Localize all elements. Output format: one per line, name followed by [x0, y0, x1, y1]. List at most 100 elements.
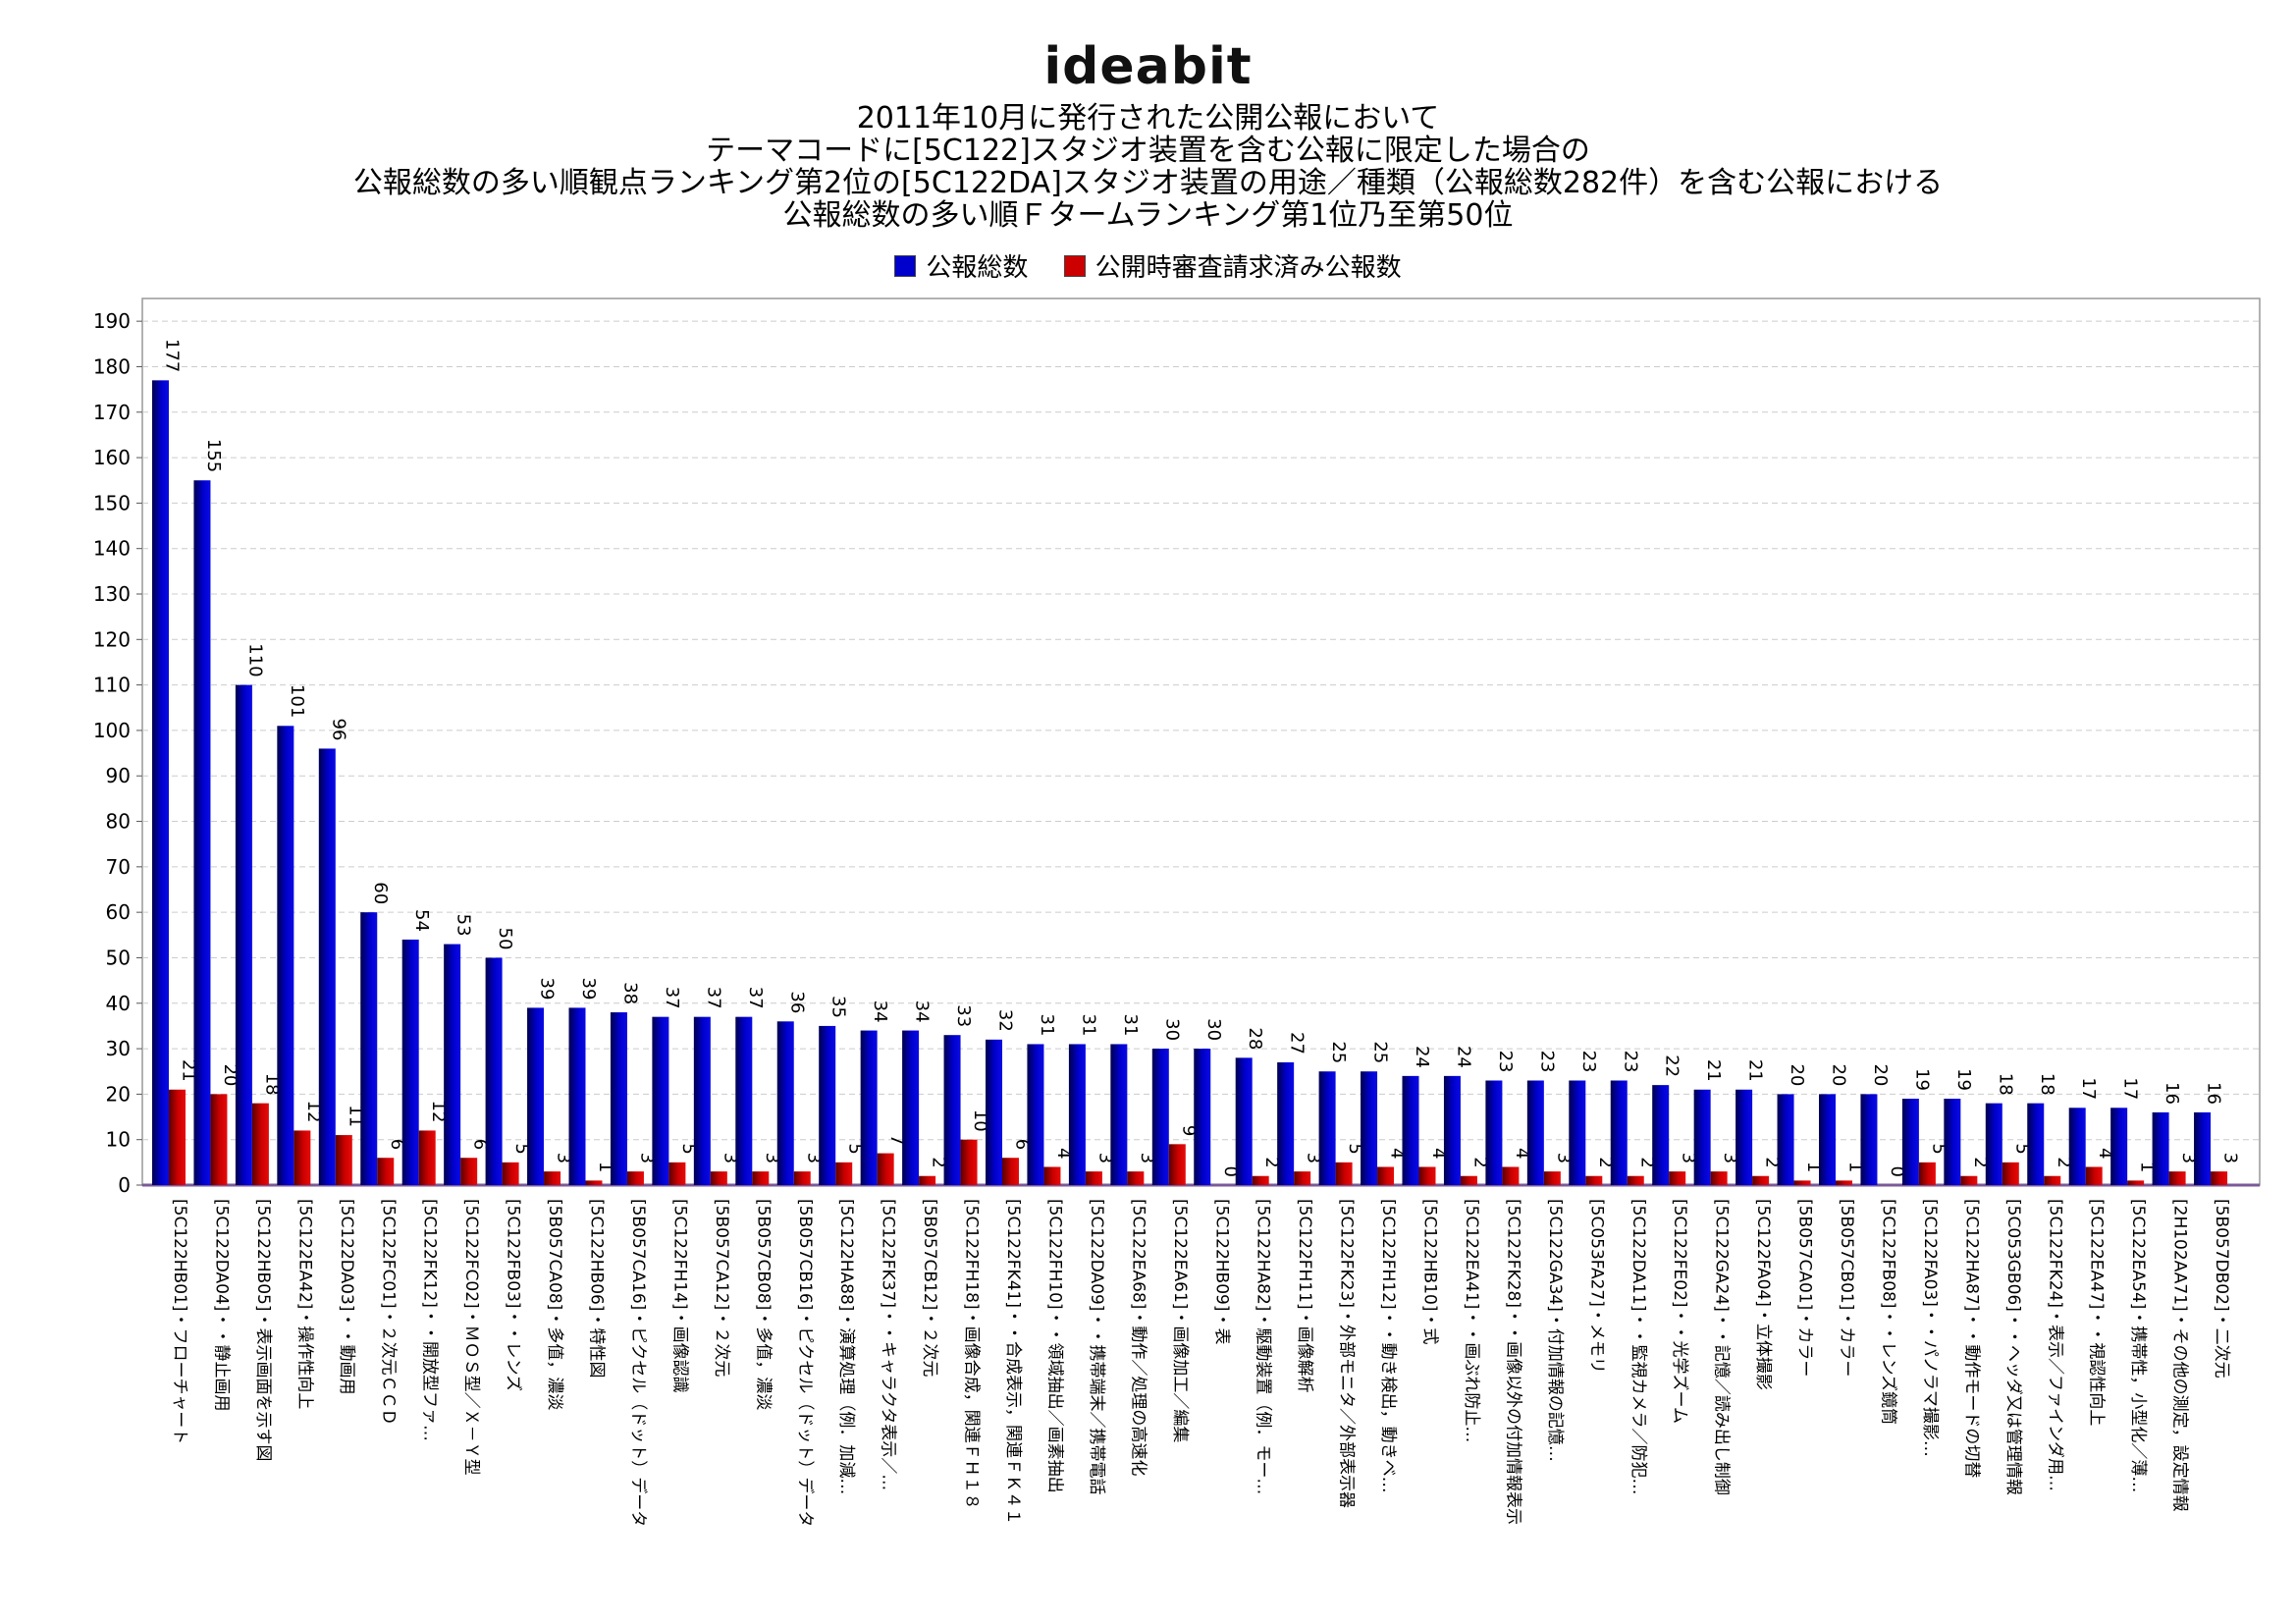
value-label-examined: 5 — [2011, 1143, 2032, 1154]
x-category-label: [5B057CA16]・ピクセル（ドット）データ — [628, 1199, 649, 1527]
value-label-total: 31 — [1037, 1014, 1057, 1037]
x-category-label: [5C122FA03]・・パノラマ撮影… — [1920, 1199, 1940, 1457]
x-category-label: [5C122HA87]・・動作モードの切替 — [1961, 1199, 1981, 1478]
y-tick-label: 0 — [118, 1173, 131, 1197]
legend-label-total: 公報総数 — [926, 253, 1029, 283]
bar-examined — [1960, 1175, 1978, 1185]
bar-examined — [1252, 1175, 1269, 1185]
bar-examined — [668, 1162, 686, 1185]
legend-item-total: 公報総数 — [894, 247, 1028, 284]
legend-swatch-total — [894, 254, 917, 277]
bar-total — [1235, 1057, 1253, 1185]
x-category-label: [5C122FH11]・画像解析 — [1295, 1199, 1314, 1393]
bar-total — [1027, 1044, 1044, 1185]
x-category-label: [5C122FH10]・・領域抽出／画素抽出 — [1044, 1199, 1064, 1493]
value-label-total: 31 — [1078, 1014, 1098, 1037]
value-label-examined: 2 — [1595, 1157, 1616, 1167]
bar-total — [986, 1039, 1002, 1185]
value-label-examined: 0 — [1887, 1166, 1907, 1177]
x-category-label: [5C122HB05]・表示画面を示す図 — [253, 1199, 273, 1461]
x-category-label: [5C122FK23]・外部モニタ／外部表示器 — [1337, 1199, 1357, 1508]
value-label-total: 31 — [1120, 1014, 1141, 1037]
value-label-examined: 12 — [303, 1101, 324, 1123]
bar-total — [1735, 1089, 1753, 1185]
value-label-total: 24 — [1453, 1046, 1473, 1068]
x-category-label: [5C122HB09]・表 — [1211, 1199, 1231, 1344]
bar-examined — [835, 1162, 853, 1185]
value-label-examined: 21 — [179, 1059, 199, 1082]
x-category-label: [5C122HA82]・駆動装置（例．モー… — [1254, 1199, 1273, 1494]
bar-examined — [1294, 1171, 1311, 1185]
bar-examined — [169, 1089, 186, 1185]
value-label-total: 23 — [1495, 1051, 1516, 1073]
value-label-total: 21 — [1703, 1059, 1724, 1082]
bar-examined — [544, 1171, 561, 1185]
bar-examined — [2085, 1166, 2103, 1185]
value-label-total: 30 — [1161, 1018, 1182, 1041]
bar-total — [1610, 1080, 1628, 1185]
value-label-examined: 3 — [1553, 1153, 1574, 1163]
value-label-examined: 2 — [1762, 1157, 1783, 1167]
title-line-4: 公報総数の多い順Ｆタームランキング第1位乃至第50位 — [782, 198, 1514, 233]
x-category-label: [5B057CB16]・ピクセル（ドット）データ — [795, 1199, 816, 1527]
value-label-total: 17 — [2120, 1077, 2141, 1100]
bar-total — [2110, 1108, 2128, 1185]
bar-total — [1110, 1044, 1128, 1185]
x-category-label: [5C122GA24]・・記憶／読み出し制御 — [1712, 1199, 1732, 1495]
bar-total — [401, 939, 419, 1185]
bar-total — [1526, 1080, 1544, 1185]
value-label-examined: 3 — [1304, 1153, 1324, 1163]
value-label-examined: 6 — [387, 1139, 407, 1150]
bar-examined — [1502, 1166, 1520, 1185]
x-category-label: [5C122EA61]・画像加工／編集 — [1170, 1199, 1190, 1442]
bar-examined — [1918, 1162, 1936, 1185]
value-label-examined: 2 — [929, 1157, 949, 1167]
bar-total — [360, 912, 378, 1185]
value-label-examined: 3 — [1137, 1153, 1157, 1163]
x-category-label: [5B057CA08]・多值，濃淡 — [545, 1199, 564, 1410]
value-label-total: 38 — [619, 982, 640, 1004]
y-axis: 0 10 20 30 40 50 60 70 80 90 100 110 120 130 140 150 160… — [93, 309, 142, 1197]
bar-total — [485, 957, 503, 1185]
value-label-examined: 0 — [1220, 1166, 1241, 1177]
value-label-total: 18 — [1995, 1073, 2015, 1096]
value-label-total: 37 — [703, 987, 723, 1009]
bar-total — [1402, 1075, 1419, 1185]
x-category-label: [2H102AA71]・その他の測定，設定情報 — [2170, 1199, 2190, 1512]
value-label-examined: 3 — [720, 1153, 740, 1163]
value-label-total: 37 — [662, 987, 682, 1009]
value-label-total: 20 — [1787, 1063, 1807, 1086]
value-label-total: 50 — [495, 928, 515, 950]
bar-total — [2152, 1111, 2169, 1185]
value-label-total: 34 — [912, 1001, 933, 1023]
y-tick-label: 20 — [106, 1082, 131, 1106]
bar-total — [1777, 1094, 1794, 1185]
value-label-examined: 3 — [762, 1153, 782, 1163]
title-line-1: 2011年10月に発行された公開公報において — [856, 101, 1440, 135]
bar-examined — [1460, 1175, 1477, 1185]
chart-legend: 公報総数 公開時審査請求済み公報数 — [0, 247, 2296, 284]
value-label-examined: 5 — [1928, 1143, 1949, 1154]
bar-examined — [585, 1180, 603, 1185]
bar-examined — [2168, 1171, 2186, 1185]
value-label-total: 36 — [786, 991, 807, 1013]
value-label-examined: 3 — [1679, 1153, 1699, 1163]
value-label-examined: 3 — [803, 1153, 824, 1163]
bar-examined — [752, 1171, 770, 1185]
bar-total — [652, 1016, 669, 1185]
value-label-examined: 1 — [1803, 1162, 1824, 1172]
bar-total — [1318, 1071, 1336, 1185]
x-category-label: [5C122FH12]・・動き検出，動きベ… — [1378, 1199, 1398, 1493]
value-label-total: 155 — [203, 439, 224, 472]
value-label-total: 18 — [2037, 1073, 2057, 1096]
value-label-examined: 6 — [1012, 1139, 1033, 1150]
value-label-total: 54 — [411, 909, 432, 932]
x-category-label: [5C053GB06]・・ヘッダ又は管理情報 — [2003, 1199, 2023, 1495]
value-label-total: 23 — [1536, 1051, 1557, 1073]
x-category-label: [5C122FK41]・・合成表示，関連ＦＫ４１ — [1003, 1199, 1023, 1525]
x-category-label: [5C122FK37]・・キャラクタ表示／… — [879, 1199, 898, 1490]
value-label-examined: 2 — [1970, 1157, 1991, 1167]
bar-total — [1693, 1089, 1711, 1185]
bar-examined — [460, 1158, 478, 1185]
bar-total — [1277, 1061, 1295, 1185]
